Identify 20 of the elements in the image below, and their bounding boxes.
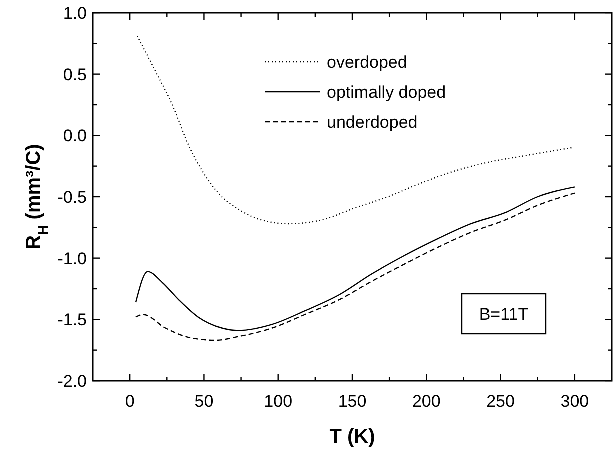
x-tick-label: 250	[486, 392, 515, 411]
y-tick-label: -1.0	[58, 249, 87, 268]
legend-label: overdoped	[327, 53, 408, 72]
legend-label: underdoped	[327, 113, 418, 132]
y-tick-label: -2.0	[58, 372, 87, 391]
x-tick-label: 100	[264, 392, 293, 411]
x-tick-label: 50	[194, 392, 214, 411]
legend-label: optimally doped	[327, 83, 446, 102]
annotation: B=11T	[479, 305, 529, 324]
y-tick-label: -1.5	[58, 310, 87, 330]
x-tick-label: 200	[412, 392, 441, 411]
y-tick-label: 0.5	[63, 65, 87, 84]
x-tick-label: 0	[125, 392, 135, 411]
line-series	[136, 36, 573, 225]
y-tick-label: 1.0	[63, 4, 87, 23]
x-tick-label: 150	[338, 392, 367, 411]
y-tick-label: 0.0	[63, 126, 87, 146]
y-tick-label: -0.5	[58, 188, 87, 207]
x-tick-label: 300	[560, 392, 590, 411]
x-axis-title: T (K)	[330, 426, 376, 448]
